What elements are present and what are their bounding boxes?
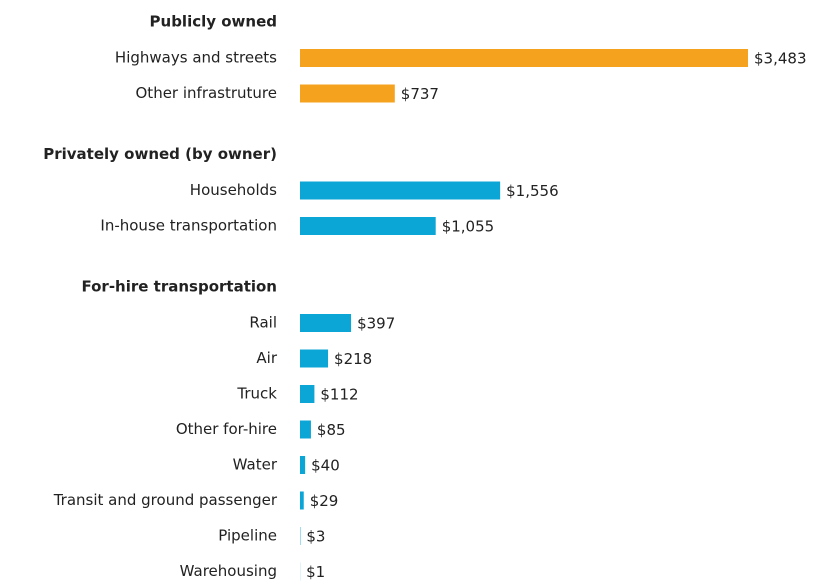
bar bbox=[300, 385, 314, 403]
category-label: Other for-hire bbox=[176, 420, 277, 438]
value-label: $40 bbox=[311, 457, 340, 475]
category-label: Water bbox=[233, 456, 278, 474]
value-label: $397 bbox=[357, 315, 395, 333]
category-label: Households bbox=[190, 181, 277, 199]
value-label: $1 bbox=[306, 563, 325, 581]
value-label: $737 bbox=[401, 85, 439, 103]
category-label: Rail bbox=[249, 314, 277, 332]
category-label: Pipeline bbox=[218, 527, 277, 545]
bar bbox=[300, 314, 351, 332]
bar bbox=[300, 49, 748, 67]
category-label: Transit and ground passenger bbox=[53, 491, 278, 509]
value-label: $29 bbox=[310, 492, 339, 510]
category-label: Other infrastruture bbox=[136, 84, 278, 102]
value-label: $1,055 bbox=[442, 218, 495, 236]
category-label: In-house transportation bbox=[100, 217, 277, 235]
value-label: $112 bbox=[320, 386, 358, 404]
category-label: Highways and streets bbox=[115, 49, 277, 67]
bar bbox=[300, 182, 500, 200]
group-header: For-hire transportation bbox=[81, 278, 277, 296]
bar bbox=[300, 492, 304, 510]
value-label: $1,556 bbox=[506, 182, 559, 200]
value-label: $218 bbox=[334, 350, 372, 368]
group-header: Privately owned (by owner) bbox=[43, 145, 277, 163]
category-label: Warehousing bbox=[180, 562, 277, 580]
bar bbox=[300, 421, 311, 439]
category-label: Air bbox=[256, 349, 277, 367]
bar bbox=[300, 217, 436, 235]
value-label: $3 bbox=[306, 528, 325, 546]
group-header: Publicly owned bbox=[150, 13, 277, 31]
bar bbox=[300, 85, 395, 103]
bar bbox=[300, 456, 305, 474]
category-label: Truck bbox=[236, 385, 277, 403]
value-label: $3,483 bbox=[754, 50, 807, 68]
bar bbox=[300, 350, 328, 368]
value-label: $85 bbox=[317, 421, 346, 439]
